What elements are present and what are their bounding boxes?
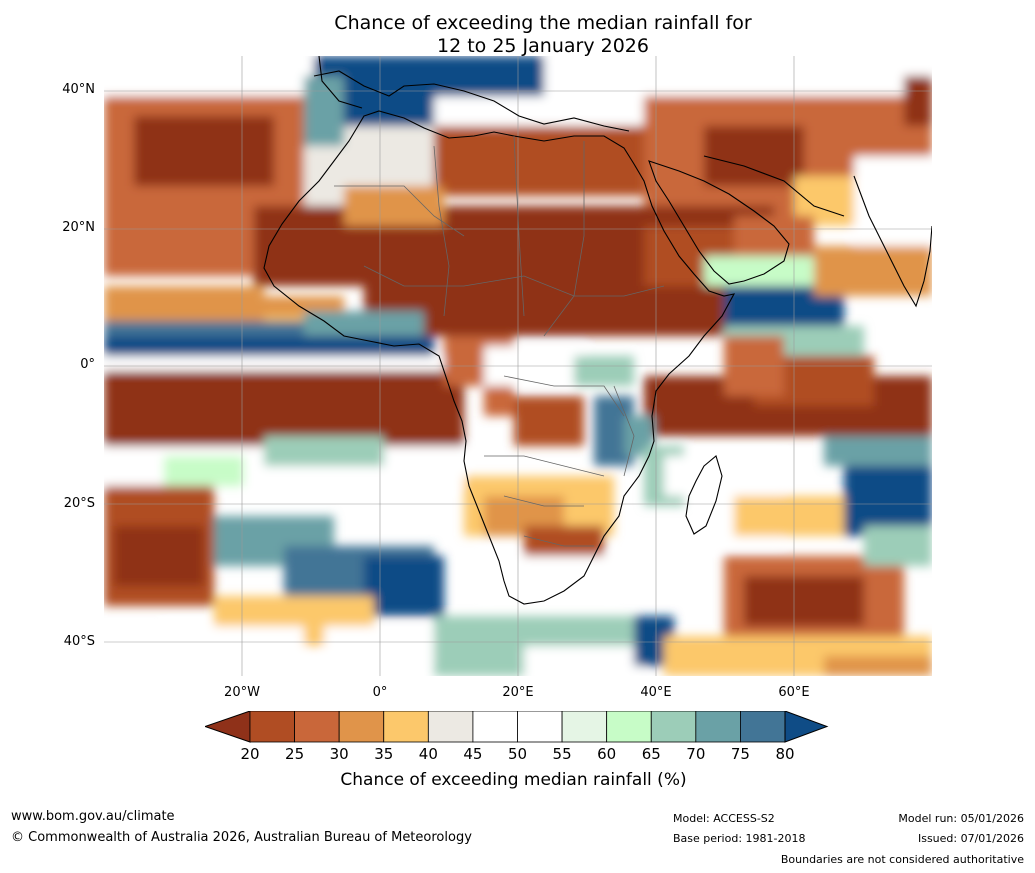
colorbar-high-extend <box>784 711 829 743</box>
colorbar-tick-label: 70 <box>686 745 706 763</box>
footer-model-run: Model run: 05/01/2026 <box>898 812 1024 825</box>
lat-label-20s: 20°S <box>63 496 95 511</box>
footer-website: www.bom.gov.au/climate <box>11 809 175 824</box>
footer-copyright: © Commonwealth of Australia 2026, Austra… <box>11 830 472 845</box>
lon-label-40e: 40°E <box>640 685 672 700</box>
colorbar-tick-label: 30 <box>329 745 349 763</box>
lat-label-0: 0° <box>80 357 95 372</box>
colorbar <box>205 711 829 743</box>
colorbar-cell <box>338 711 385 743</box>
colorbar-cell <box>383 711 429 743</box>
colorbar-tick-label: 80 <box>775 745 795 763</box>
colorbar-cell <box>517 711 563 743</box>
footer-model: Model: ACCESS-S2 <box>673 812 775 825</box>
colorbar-tick-label: 65 <box>641 745 661 763</box>
rainfall-probability-map <box>104 56 932 676</box>
colorbar-tick-label: 25 <box>285 745 305 763</box>
colorbar-label: Chance of exceeding median rainfall (%) <box>340 770 687 790</box>
colorbar-cell <box>606 711 652 743</box>
lon-label-20w: 20°W <box>224 685 260 700</box>
map-title-line-2: 12 to 25 January 2026 <box>437 35 649 57</box>
lon-label-20e: 20°E <box>502 685 534 700</box>
colorbar-cell <box>561 711 608 743</box>
colorbar-cell <box>695 711 741 743</box>
colorbar-tick-label: 35 <box>374 745 394 763</box>
footer-base-period: Base period: 1981-2018 <box>673 832 806 845</box>
colorbar-tick-label: 20 <box>240 745 260 763</box>
country-borders <box>334 135 665 547</box>
lat-label-40n: 40°N <box>62 82 95 97</box>
footer-issued: Issued: 07/01/2026 <box>917 832 1024 845</box>
colorbar-cell <box>740 711 786 743</box>
colorbar-cell <box>427 711 474 743</box>
colorbar-tick-label: 45 <box>463 745 483 763</box>
colorbar-tick-label: 75 <box>730 745 750 763</box>
lat-label-20n: 20°N <box>62 220 95 235</box>
colorbar-cell <box>294 711 340 743</box>
graticule-lines <box>104 56 932 676</box>
coastlines <box>263 56 932 605</box>
colorbar-tick-label: 60 <box>597 745 617 763</box>
colorbar-cell <box>249 711 295 743</box>
lon-label-0: 0° <box>372 685 388 700</box>
lon-label-60e: 60°E <box>778 685 810 700</box>
colorbar-tick-label: 55 <box>552 745 572 763</box>
colorbar-cell <box>650 711 697 743</box>
lat-label-40s: 40°S <box>63 634 95 649</box>
footer-disclaimer: Boundaries are not considered authoritat… <box>780 853 1024 866</box>
map-title-line-1: Chance of exceeding the median rainfall … <box>334 12 752 34</box>
colorbar-cell <box>472 711 518 743</box>
colorbar-tick-label: 40 <box>418 745 438 763</box>
colorbar-tick-label: 50 <box>507 745 528 763</box>
colorbar-low-extend <box>205 711 251 743</box>
